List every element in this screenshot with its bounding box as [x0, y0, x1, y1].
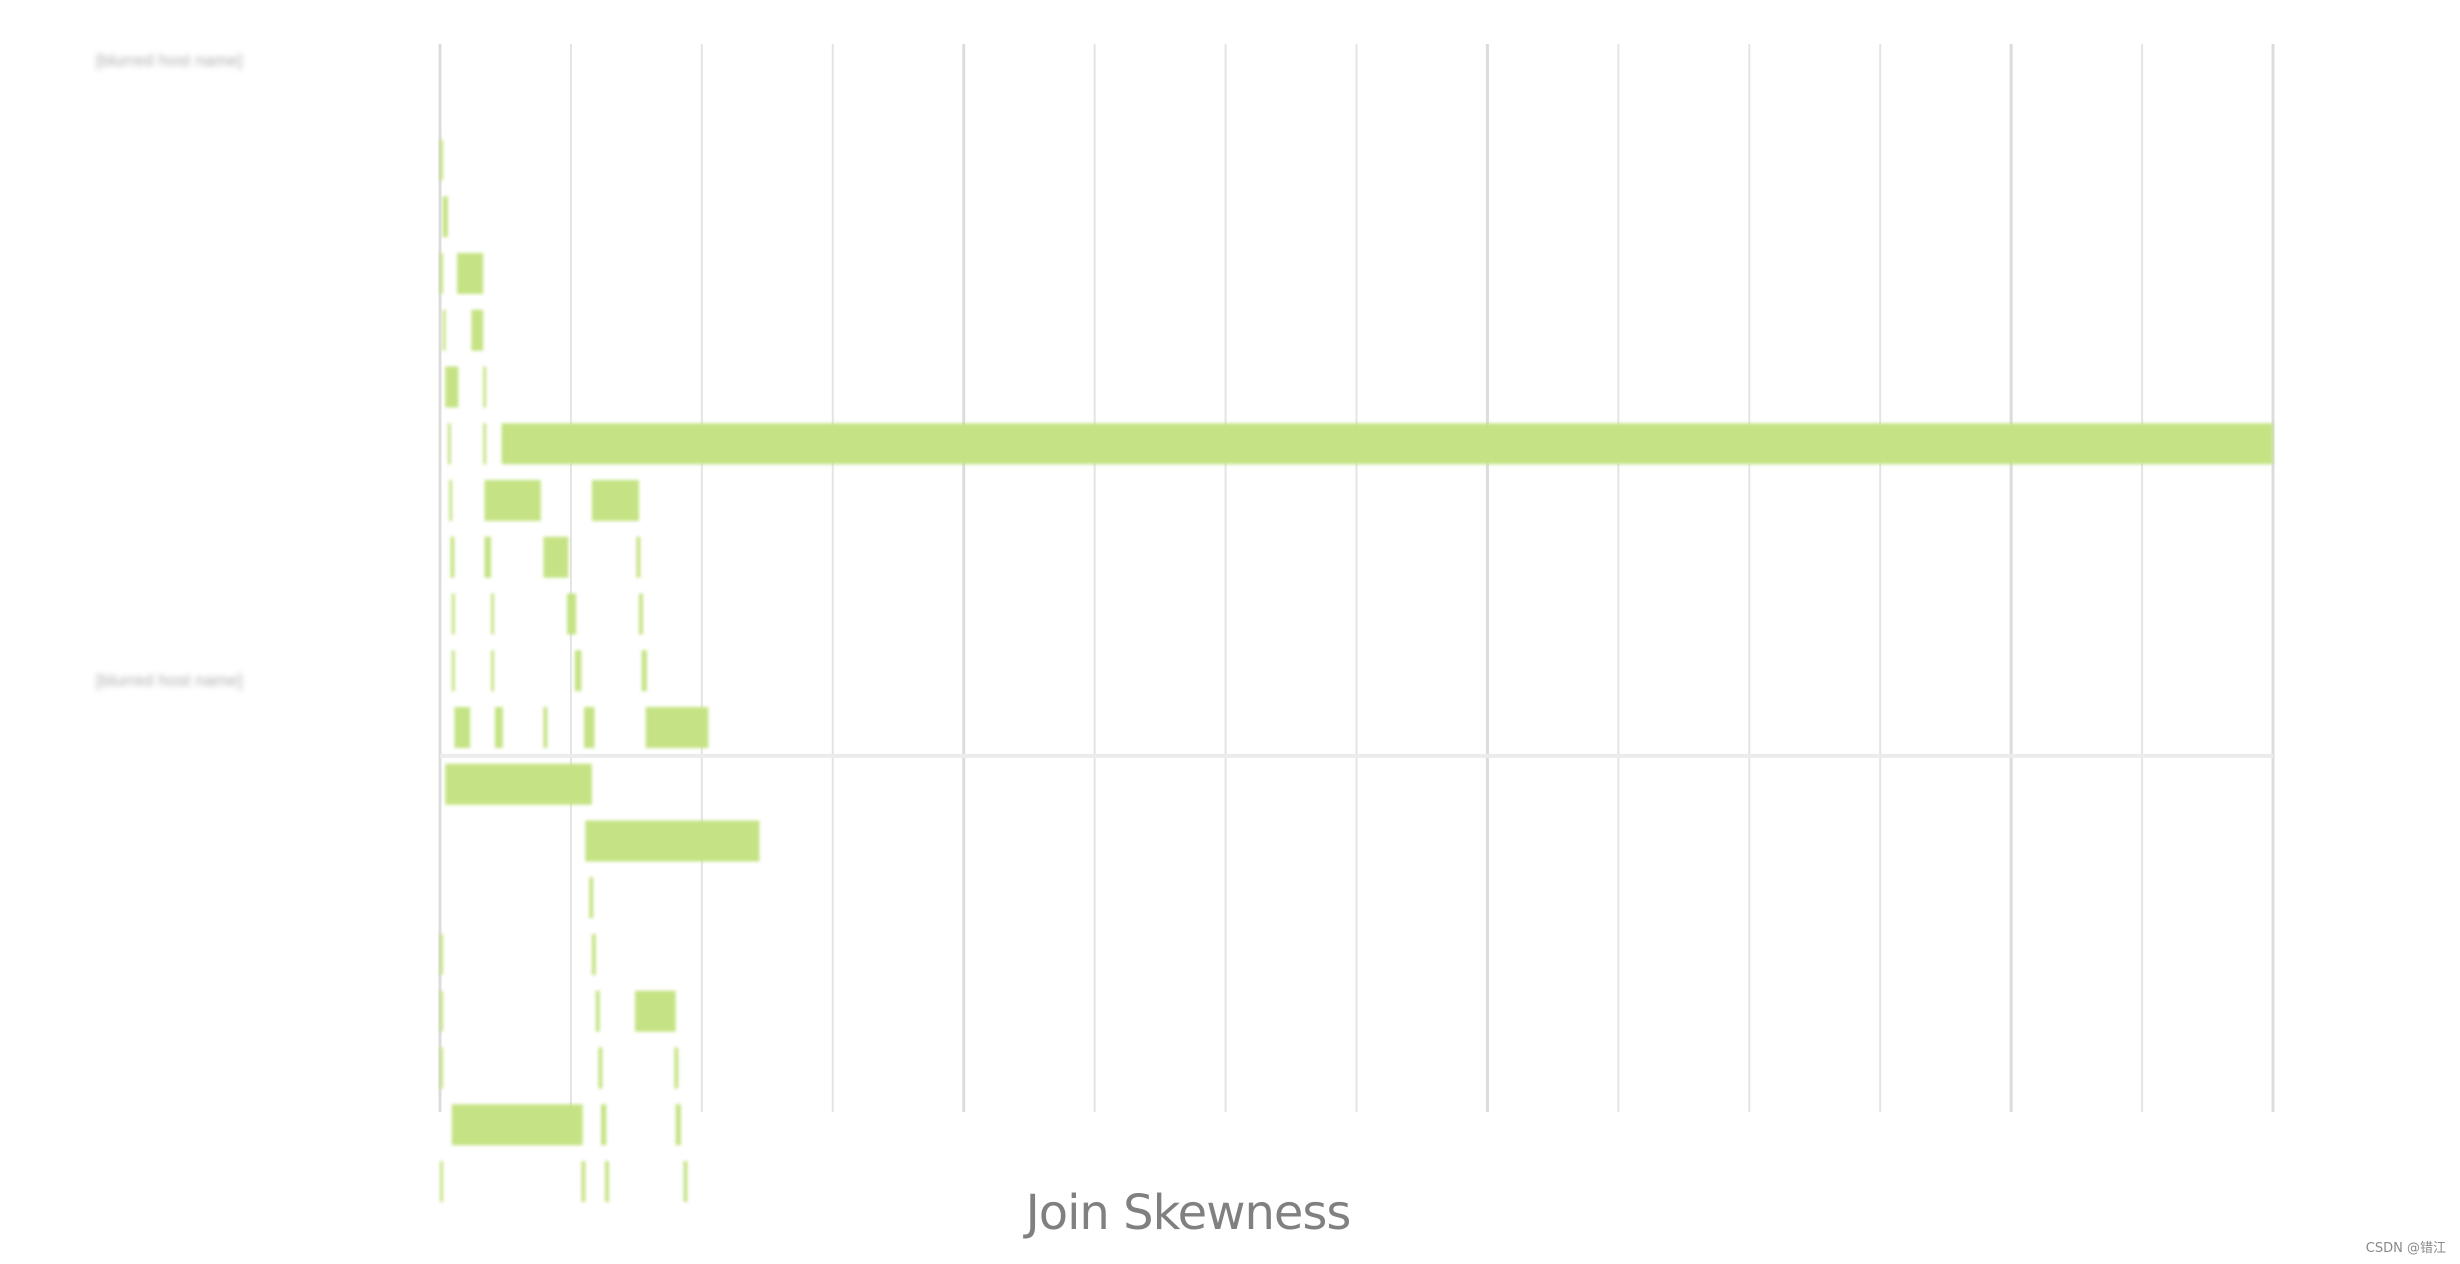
task-bar — [449, 480, 453, 521]
task-bar — [584, 707, 595, 748]
task-bar — [604, 1161, 609, 1202]
task-bar — [574, 650, 582, 692]
watermark: CSDN @错江 — [2365, 1241, 2446, 1256]
task-bar — [440, 934, 443, 975]
task-bar — [543, 707, 548, 748]
host-label-1: [blurred host name] — [96, 51, 243, 70]
task-bar — [595, 990, 600, 1032]
task-bar — [440, 1161, 443, 1202]
grid-layer — [438, 44, 2275, 1112]
task-bar — [491, 650, 495, 692]
task-bar — [601, 1104, 607, 1146]
task-bar — [543, 536, 569, 578]
task-bar — [501, 423, 2274, 465]
task-bar — [457, 253, 484, 294]
task-bar — [491, 593, 495, 635]
task-bar — [451, 1104, 583, 1146]
task-bar — [589, 877, 594, 919]
task-bar — [591, 934, 596, 975]
task-bar — [675, 1104, 681, 1146]
task-bar — [598, 1047, 603, 1089]
task-bar — [451, 593, 455, 635]
task-bar — [567, 593, 577, 635]
host-label-2: [blurred host name] — [96, 671, 243, 690]
task-bar — [639, 593, 643, 635]
chart-title: Join Skewness — [1025, 1185, 1352, 1241]
task-bar — [440, 139, 443, 181]
task-bar — [450, 536, 455, 578]
bar-layer — [440, 139, 2274, 1202]
task-bar — [440, 1047, 443, 1089]
task-bar — [442, 196, 448, 238]
task-bar — [483, 366, 487, 408]
task-bar — [581, 1161, 586, 1202]
task-bar — [645, 707, 709, 748]
task-bar — [674, 1047, 679, 1089]
task-bar — [440, 253, 443, 294]
task-bar — [442, 309, 446, 351]
task-bar — [483, 423, 487, 465]
task-bar — [494, 707, 503, 748]
task-bar — [585, 820, 760, 862]
task-bar — [451, 650, 455, 692]
task-bar — [440, 990, 443, 1032]
task-bar — [484, 536, 492, 578]
task-bar — [445, 763, 592, 805]
task-bar — [636, 536, 641, 578]
task-bar — [635, 990, 676, 1032]
task-bar — [484, 480, 541, 521]
task-bar — [591, 480, 640, 521]
task-bar — [471, 309, 484, 351]
task-bar — [445, 366, 459, 408]
task-bar — [454, 707, 471, 748]
task-bar — [447, 423, 451, 465]
task-bar — [641, 650, 647, 692]
task-bar — [683, 1161, 688, 1202]
